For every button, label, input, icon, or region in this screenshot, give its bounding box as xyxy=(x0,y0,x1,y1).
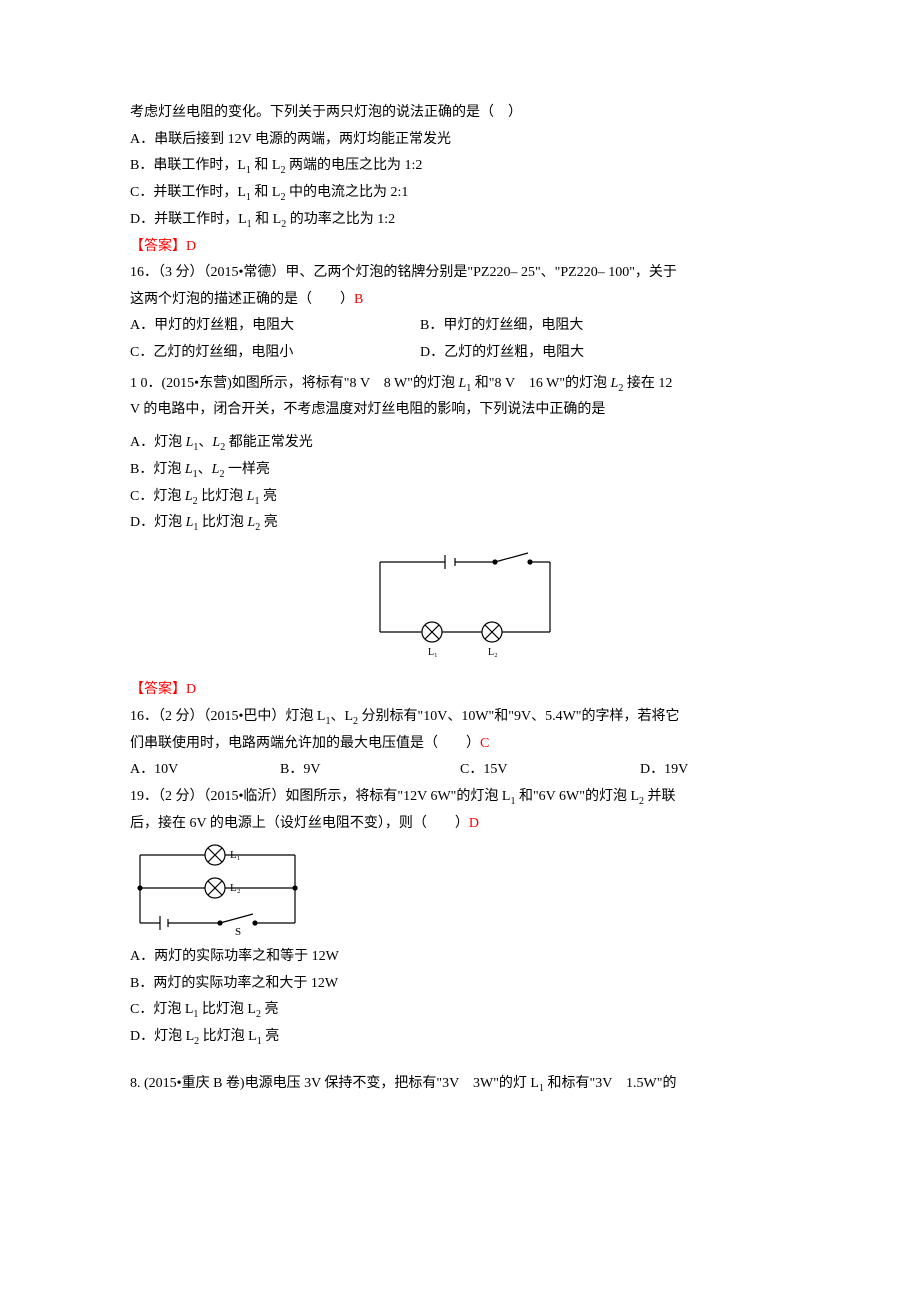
text: 这两个灯泡的描述正确的是（ ） xyxy=(130,292,354,307)
q16a-row1: A．甲灯的灯丝粗，电阻大 B．甲灯的灯丝细，电阻大 xyxy=(130,313,800,340)
text: 亮 xyxy=(259,489,277,504)
q15-stem: 考虑灯丝电阻的变化。下列关于两只灯泡的说法正确的是（ ） xyxy=(130,100,800,127)
q19-stem-1: 19．（2 分）（2015•临沂）如图所示，将标有"12V 6W"的灯泡 L1 … xyxy=(130,784,800,811)
q19-opt-a: A．两灯的实际功率之和等于 12W xyxy=(130,944,800,971)
q10-stem-2: V 的电路中，闭合开关，不考虑温度对灯丝电阻的影响，下列说法中正确的是 xyxy=(130,397,800,424)
q16a-opt-d: D．乙灯的灯丝粗，电阻大 xyxy=(420,340,584,367)
q15-answer: 【答案】D xyxy=(130,234,800,261)
q10-opt-a: A．灯泡 L1、L2 都能正常发光 xyxy=(130,430,800,457)
q10-answer: 【答案】D xyxy=(130,677,800,704)
text: 都能正常发光 xyxy=(225,435,313,450)
text: 和 L xyxy=(251,185,281,200)
text: 接在 12 xyxy=(623,376,672,391)
text: 、 xyxy=(198,462,212,477)
q10-stem-1: 1 0．(2015•东营)如图所示，将标有"8 V 8 W"的灯泡 L1 和"8… xyxy=(130,371,800,398)
q19-opt-b: B．两灯的实际功率之和大于 12W xyxy=(130,971,800,998)
text: C．灯泡 L xyxy=(130,1002,193,1017)
q16a-opt-c: C．乙灯的灯丝细，电阻小 xyxy=(130,340,420,367)
text: 亮 xyxy=(262,1029,280,1044)
lamp-l2-label: L₂ xyxy=(230,882,241,894)
q16b-options: A．10V B．9V C．15V D．19V xyxy=(130,757,800,784)
ans-value: D xyxy=(186,682,196,697)
text: 中的电流之比为 2:1 xyxy=(285,185,408,200)
q10-opt-b: B．灯泡 L1、L2 一样亮 xyxy=(130,457,800,484)
ans-label: 【答案】 xyxy=(130,682,186,697)
q16b-opt-b: B．9V xyxy=(280,757,460,784)
q15-opt-a: A．串联后接到 12V 电源的两端，两灯均能正常发光 xyxy=(130,127,800,154)
text: C．并联工作时，L xyxy=(130,185,246,200)
text: 16．（2 分）（2015•巴中）灯泡 L xyxy=(130,709,325,724)
text: 和"6V 6W"的灯泡 L xyxy=(515,789,639,804)
text: 一样亮 xyxy=(224,462,270,477)
q16a-opt-a: A．甲灯的灯丝粗，电阻大 xyxy=(130,313,420,340)
text: 1 0．(2015•东营)如图所示，将标有"8 V 8 W"的灯泡 xyxy=(130,376,458,391)
text: 8. (2015•重庆 B 卷)电源电压 3V 保持不变，把标有"3V 3W"的… xyxy=(130,1076,539,1091)
q16b-stem-2: 们串联使用时，电路两端允许加的最大电压值是（ ）C xyxy=(130,731,800,758)
q19-opt-c: C．灯泡 L1 比灯泡 L2 亮 xyxy=(130,997,800,1024)
text: 亮 xyxy=(261,1002,279,1017)
text: 和标有"3V 1.5W"的 xyxy=(544,1076,677,1091)
circuit-diagram-parallel: L₁ L₂ S xyxy=(130,843,305,938)
text: 比灯泡 xyxy=(198,489,247,504)
text: 后，接在 6V 的电源上（设灯丝电阻不变），则（ ） xyxy=(130,816,469,831)
text: 19．（2 分）（2015•临沂）如图所示，将标有"12V 6W"的灯泡 L xyxy=(130,789,510,804)
text: D．灯泡 xyxy=(130,515,186,530)
text: 亮 xyxy=(260,515,278,530)
q10-opt-c: C．灯泡 L2 比灯泡 L1 亮 xyxy=(130,484,800,511)
text: B．灯泡 xyxy=(130,462,185,477)
text: 和 L xyxy=(252,212,282,227)
text: 、L xyxy=(330,709,353,724)
q19-stem-2: 后，接在 6V 的电源上（设灯丝电阻不变），则（ ）D xyxy=(130,811,800,838)
q16b-opt-d: D．19V xyxy=(640,757,760,784)
text: D．灯泡 L xyxy=(130,1029,194,1044)
q15-opt-d: D．并联工作时，L1 和 L2 的功率之比为 1:2 xyxy=(130,207,800,234)
text: 分别标有"10V、10W"和"9V、5.4W"的字样，若将它 xyxy=(358,709,680,724)
q8-stem-1: 8. (2015•重庆 B 卷)电源电压 3V 保持不变，把标有"3V 3W"的… xyxy=(130,1071,800,1098)
lamp-l2-label: L₂ xyxy=(488,647,498,658)
ans-value: D xyxy=(186,239,196,254)
text: 的功率之比为 1:2 xyxy=(286,212,395,227)
text: B．串联工作时，L xyxy=(130,158,246,173)
q16a-stem-2: 这两个灯泡的描述正确的是（ ）B xyxy=(130,287,800,314)
lamp-l1-label: L₁ xyxy=(428,647,438,658)
text: 和"8 V 16 W"的灯泡 xyxy=(471,376,610,391)
text: 两端的电压之比为 1:2 xyxy=(285,158,422,173)
q16a-row2: C．乙灯的灯丝细，电阻小 D．乙灯的灯丝粗，电阻大 xyxy=(130,340,800,367)
text: 、 xyxy=(198,435,212,450)
text: 比灯泡 L xyxy=(199,1029,257,1044)
q16b-opt-a: A．10V xyxy=(130,757,280,784)
text: 和 L xyxy=(251,158,281,173)
q16a-opt-b: B．甲灯的灯丝细，电阻大 xyxy=(420,313,583,340)
text: D．并联工作时，L xyxy=(130,212,247,227)
q16b-stem-1: 16．（2 分）（2015•巴中）灯泡 L1、L2 分别标有"10V、10W"和… xyxy=(130,704,800,731)
text: 们串联使用时，电路两端允许加的最大电压值是（ ） xyxy=(130,736,480,751)
lvar: L xyxy=(185,489,193,504)
lamp-l1-label: L₁ xyxy=(230,849,241,861)
q10-opt-d: D．灯泡 L1 比灯泡 L2 亮 xyxy=(130,510,800,537)
circuit-diagram-series: L₁ L₂ xyxy=(360,547,570,667)
text: 并联 xyxy=(644,789,676,804)
q19-opt-d: D．灯泡 L2 比灯泡 L1 亮 xyxy=(130,1024,800,1051)
ans-label: 【答案】 xyxy=(130,239,186,254)
q16b-opt-c: C．15V xyxy=(460,757,640,784)
text: 比灯泡 L xyxy=(198,1002,256,1017)
q16a-answer: B xyxy=(354,292,363,307)
text: 比灯泡 xyxy=(198,515,247,530)
q15-opt-b: B．串联工作时，L1 和 L2 两端的电压之比为 1:2 xyxy=(130,153,800,180)
switch-s-label: S xyxy=(235,926,241,938)
q16b-answer: C xyxy=(480,736,489,751)
text: C．灯泡 xyxy=(130,489,185,504)
text: A．灯泡 xyxy=(130,435,186,450)
lvar: L xyxy=(185,462,193,477)
q19-answer: D xyxy=(469,816,479,831)
q16a-stem-1: 16．（3 分）（2015•常德）甲、乙两个灯泡的铭牌分别是"PZ220– 25… xyxy=(130,260,800,287)
q15-opt-c: C．并联工作时，L1 和 L2 中的电流之比为 2:1 xyxy=(130,180,800,207)
